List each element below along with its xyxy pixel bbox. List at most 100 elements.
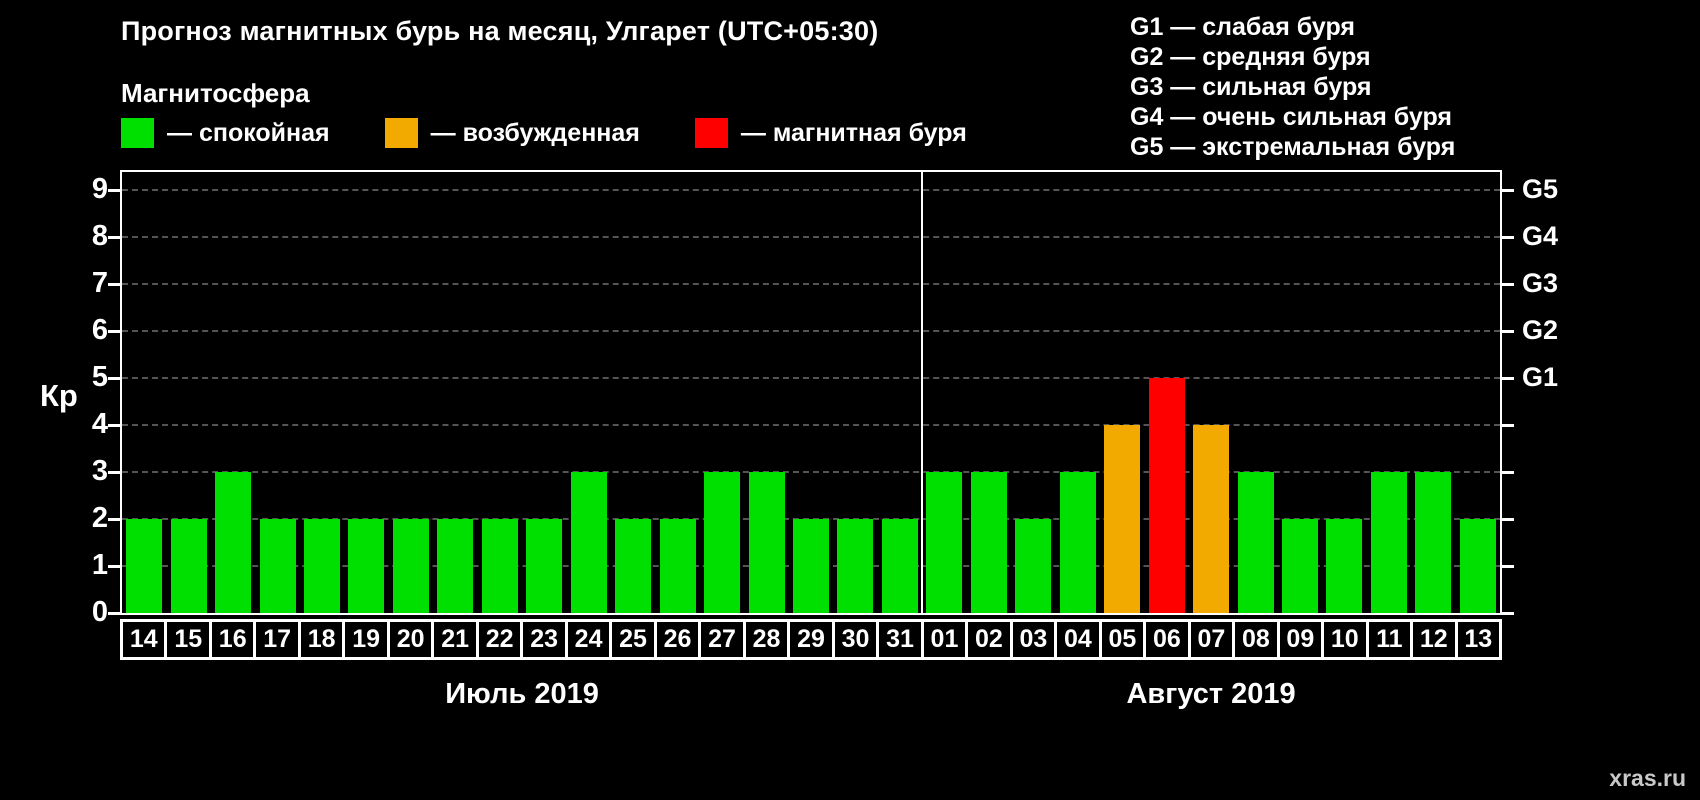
y-axis-tick-label-7: 7 — [91, 266, 108, 299]
day-cell: 22 — [478, 619, 524, 660]
legend-swatch-quiet — [121, 118, 154, 148]
y-axis-tick-label-3: 3 — [91, 454, 108, 487]
month-label: Июль 2019 — [445, 678, 599, 710]
y-axis-tick-label-4: 4 — [91, 407, 108, 440]
gridline-kp-9 — [122, 189, 1500, 191]
y-axis-tick-label-1: 1 — [91, 548, 108, 581]
day-cell: 19 — [345, 619, 390, 660]
kp-bar-day-10 — [1326, 519, 1363, 613]
kp-bar-day-05 — [1104, 425, 1141, 613]
y-axis-tick-label-5: 5 — [91, 360, 108, 393]
kp-bar-day-29 — [793, 519, 829, 613]
legend-label: — спокойная — [167, 118, 330, 147]
left-axis-tick — [108, 189, 120, 192]
month-separator-line — [921, 172, 924, 613]
g-axis-label-G3: G3 — [1522, 267, 1559, 298]
month-label: Август 2019 — [1126, 678, 1296, 710]
legend-label: — возбужденная — [430, 118, 640, 147]
gridline-kp-6 — [122, 330, 1500, 332]
legend-item-storm: — магнитная буря — [694, 118, 967, 148]
y-axis-tick-label-6: 6 — [91, 313, 108, 346]
legend-swatch-storm — [694, 118, 728, 148]
g-legend-line: G3 — сильная буря — [1130, 73, 1372, 101]
right-axis-tick — [1502, 189, 1514, 192]
y-axis-tick-label-0: 0 — [91, 595, 108, 628]
day-cell: 21 — [434, 619, 479, 660]
gridline-kp-5 — [122, 377, 1500, 379]
kp-bar-day-15 — [170, 519, 207, 613]
legend-swatch-excited — [384, 118, 418, 148]
day-cell: 01 — [923, 619, 969, 660]
g-legend-line: G1 — слабая буря — [1130, 13, 1356, 41]
day-cell: 06 — [1146, 619, 1191, 660]
kp-bar-day-06 — [1148, 378, 1185, 613]
day-cell: 09 — [1279, 619, 1325, 660]
kp-bar-day-24 — [570, 472, 607, 613]
gridline-kp-3 — [122, 471, 1500, 473]
right-axis-tick — [1502, 424, 1514, 427]
left-axis-tick — [108, 471, 120, 474]
day-cell: 20 — [389, 619, 435, 660]
day-cell: 03 — [1012, 619, 1058, 660]
g-legend-line: G4 — очень сильная буря — [1130, 103, 1452, 131]
kp-bar-day-14 — [126, 519, 163, 613]
day-cell: 16 — [211, 619, 257, 660]
day-cell: 24 — [567, 619, 613, 660]
g-axis-label-G1: G1 — [1522, 361, 1559, 392]
kp-bar-day-26 — [659, 519, 696, 613]
kp-bar-day-16 — [215, 472, 252, 613]
right-axis-tick — [1502, 518, 1514, 521]
y-axis-tick-label-2: 2 — [91, 501, 108, 534]
kp-bar-day-09 — [1281, 519, 1318, 613]
day-cell: 17 — [256, 619, 301, 660]
kp-bar-day-28 — [748, 472, 785, 613]
day-cell: 14 — [120, 619, 168, 660]
day-axis: 14 15 16 17 18 19 20 21 22 23 24 25 26 27 28 29 30 31 01 02… — [120, 619, 1503, 660]
kp-bar-day-12 — [1415, 472, 1452, 613]
right-axis-tick — [1502, 565, 1514, 568]
kp-bar-day-03 — [1015, 519, 1052, 613]
kp-bar-day-25 — [615, 519, 652, 613]
g-axis-label-G4: G4 — [1522, 220, 1559, 251]
kp-bar-day-07 — [1193, 425, 1230, 613]
kp-bar-day-19 — [348, 519, 385, 613]
left-axis-tick — [108, 330, 120, 333]
y-axis-tick-label-8: 8 — [91, 219, 108, 252]
right-axis-tick — [1502, 377, 1514, 380]
left-axis-tick — [108, 565, 120, 568]
day-cell: 30 — [834, 619, 880, 660]
day-cell: 02 — [968, 619, 1013, 660]
left-axis-tick — [108, 424, 120, 427]
day-cell: 31 — [879, 619, 924, 660]
g-legend-line: G2 — средняя буря — [1130, 43, 1371, 71]
legend-label: — магнитная буря — [740, 118, 967, 147]
right-axis-tick — [1502, 330, 1514, 333]
left-axis-tick — [108, 283, 120, 286]
kp-bar-day-18 — [304, 519, 341, 613]
kp-bar-day-02 — [970, 472, 1007, 613]
day-cell: 15 — [167, 619, 212, 660]
kp-bar-day-08 — [1237, 472, 1274, 613]
plot-area — [120, 170, 1502, 615]
day-cell: 05 — [1101, 619, 1147, 660]
watermark: xras.ru — [1609, 765, 1686, 791]
day-cell: 25 — [612, 619, 657, 660]
right-axis-tick — [1502, 471, 1514, 474]
day-cell: 11 — [1368, 619, 1414, 660]
kp-bar-day-21 — [437, 519, 474, 613]
g-axis-label-G2: G2 — [1522, 314, 1559, 345]
kp-bar-day-30 — [837, 519, 874, 613]
magnetosphere-legend-heading: Магнитосфера — [121, 78, 310, 108]
day-cell: 23 — [523, 619, 568, 660]
left-axis-tick — [108, 236, 120, 239]
day-cell: 28 — [745, 619, 791, 660]
kp-bar-day-01 — [926, 472, 963, 613]
day-cell: 04 — [1057, 619, 1102, 660]
g-legend-line: G5 — экстремальная буря — [1130, 133, 1456, 161]
gridline-kp-8 — [122, 236, 1500, 238]
gridline-kp-7 — [122, 283, 1500, 285]
gridline-kp-4 — [122, 424, 1500, 426]
g-axis-label-G5: G5 — [1522, 173, 1559, 204]
magnetosphere-legend: — спокойная — возбужденная — магнитная бур… — [121, 118, 967, 148]
day-cell: 26 — [656, 619, 702, 660]
